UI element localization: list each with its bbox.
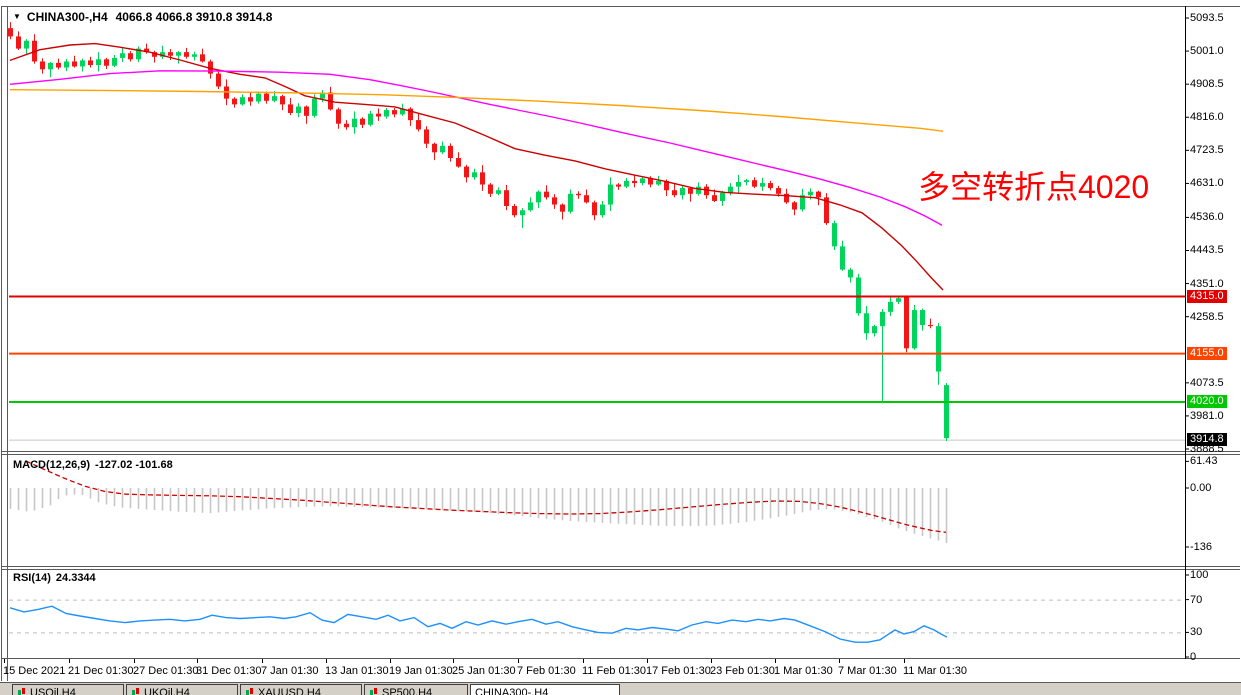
price-badge-4155.0: 4155.0	[1187, 347, 1227, 360]
chart-tab-bar: USOil,H4 UKOil,H4 XAUUSD,H4 SP500,H4 CHINA30…	[0, 682, 1241, 695]
time-axis-label: 25 Jan 01:30	[452, 665, 516, 677]
time-axis-label: 7 Feb 01:30	[517, 665, 576, 677]
tab-chart-icon	[246, 688, 253, 695]
time-axis-label: 21 Dec 01:30	[68, 665, 134, 677]
macd-indicator-label: MACD(12,26,9) -127.02 -101.68	[13, 459, 173, 471]
price-axis-label: 4908.5	[1190, 78, 1224, 91]
chart-tab-usoil-h4[interactable]: USOil,H4	[12, 684, 124, 695]
time-axis-label: 31 Dec 01:30	[196, 665, 262, 677]
ma-fast-red	[9, 42, 944, 291]
rsi-value: 24.3344	[55, 572, 96, 584]
rsi-axis-label: 0	[1190, 651, 1197, 663]
rsi-axis-label: 30	[1190, 626, 1203, 639]
price-axis-label: 4816.0	[1190, 111, 1224, 124]
price-axis-label: 3981.0	[1190, 409, 1224, 422]
price-badge-3914.8: 3914.8	[1187, 433, 1227, 446]
candles-layer	[8, 22, 949, 441]
tab-label: SP500,H4	[382, 687, 433, 695]
rsi-axis-label: 70	[1190, 593, 1203, 606]
price-badge-4020.0: 4020.0	[1187, 395, 1227, 408]
time-axis-label: 17 Feb 01:30	[646, 665, 711, 677]
chart-symbol-period: CHINA300-,H4	[26, 10, 108, 24]
time-axis-label: 15 Dec 2021	[3, 665, 66, 677]
price-axis-label: 4443.5	[1190, 244, 1224, 257]
tab-chart-icon	[18, 688, 25, 695]
macd-name: MACD(12,26,9)	[13, 459, 91, 471]
macd-axis-label: -136	[1190, 541, 1213, 553]
ma-slow-orange	[9, 89, 944, 132]
rsi-axis-label: 100	[1190, 569, 1209, 581]
tab-chart-icon	[132, 688, 139, 695]
price-axis-label: 4258.5	[1190, 310, 1224, 323]
price-axis-label: 4723.5	[1190, 144, 1224, 157]
chart-dropdown-icon[interactable]: ▼	[13, 12, 21, 21]
chart-tab-china300-h4[interactable]: CHINA300-,H4	[470, 684, 620, 695]
time-axis-label: 13 Jan 01:30	[325, 665, 389, 677]
macd-axis-label: 61.43	[1190, 455, 1218, 468]
macd-axis-label: 0.00	[1190, 482, 1212, 494]
time-axis-label: 11 Feb 01:30	[582, 665, 647, 677]
macd-signal-line	[25, 460, 947, 533]
tab-label: XAUUSD,H4	[258, 687, 321, 695]
chart-ohlc-values: 4066.8 4066.8 3910.8 3914.8	[115, 10, 273, 24]
time-axis-label: 7 Mar 01:30	[838, 665, 897, 677]
chart-title: ▼ CHINA300-,H4 4066.8 4066.8 3910.8 3914.8	[13, 10, 272, 24]
macd-histogram	[9, 488, 948, 544]
rsi-line	[9, 605, 948, 643]
tab-label: USOil,H4	[30, 687, 76, 695]
time-axis-label: 11 Mar 01:30	[903, 665, 968, 677]
time-axis-label: 23 Feb 01:30	[710, 665, 775, 677]
price-axis-label: 4351.0	[1190, 277, 1224, 290]
price-axis-label: 5093.5	[1190, 12, 1224, 24]
price-axis-label: 4073.5	[1190, 376, 1224, 389]
time-axis-label: 27 Dec 01:30	[133, 665, 199, 677]
time-axis-label: 7 Jan 01:30	[261, 665, 319, 677]
chart-tab-ukoil-h4[interactable]: UKOil,H4	[126, 684, 238, 695]
rsi-name: RSI(14)	[13, 572, 51, 584]
time-axis-label: 1 Mar 01:30	[774, 665, 833, 677]
tab-label: CHINA300-,H4	[475, 687, 549, 695]
pivot-annotation-text[interactable]: 多空转折点4020	[918, 169, 1150, 205]
macd-values: -127.02 -101.68	[95, 459, 173, 471]
ma-mid-magenta	[9, 70, 943, 226]
chart-tab-sp500-h4[interactable]: SP500,H4	[364, 684, 468, 695]
tab-label: UKOil,H4	[144, 687, 190, 695]
price-axis-label: 4631.0	[1190, 177, 1224, 190]
price-badge-4315.0: 4315.0	[1187, 290, 1227, 303]
price-axis-label: 3888.5	[1190, 443, 1224, 455]
price-axis-label: 4536.0	[1190, 211, 1224, 224]
price-axis-label: 5001.0	[1190, 45, 1224, 58]
chart-tab-xauusd-h4[interactable]: XAUUSD,H4	[240, 684, 362, 695]
rsi-indicator-label: RSI(14) 24.3344	[13, 572, 96, 584]
tab-chart-icon	[370, 688, 377, 695]
time-axis-label: 19 Jan 01:30	[389, 665, 453, 677]
